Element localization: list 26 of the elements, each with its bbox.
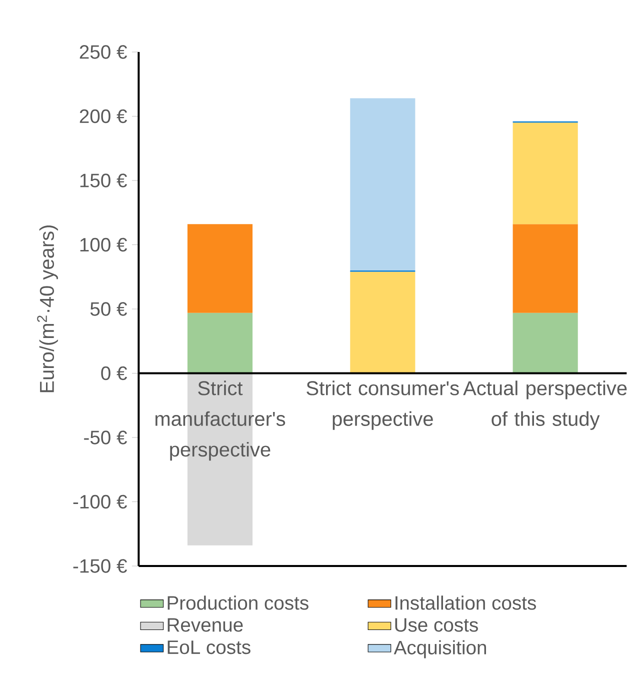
bar xyxy=(187,312,253,374)
y-tick-label: 250 € xyxy=(80,45,127,59)
legend-label: Installation costs xyxy=(396,596,536,610)
y-tick-label: 50 € xyxy=(90,302,127,316)
y-tick-label: 200 € xyxy=(80,109,127,124)
y-axis-title: Euro/(m$^{2}$·40 years) xyxy=(37,225,58,392)
y-tick-label: 100 € xyxy=(80,238,127,252)
y-tick-label: 150 € xyxy=(80,174,127,188)
y-tick-label: -150 € xyxy=(73,559,127,573)
legend-label: EoL costs xyxy=(168,640,250,654)
x-tick-label: Actual perspective of this study xyxy=(463,380,627,430)
y-tick-label: -100 € xyxy=(73,494,127,509)
legend-label: Production costs xyxy=(168,596,308,610)
bar xyxy=(512,224,578,313)
y-tick-label: 0 € xyxy=(101,366,127,380)
legend-label: Acquisition xyxy=(394,640,486,658)
bar xyxy=(512,122,578,224)
bar xyxy=(187,224,253,313)
bar xyxy=(350,272,416,374)
bar xyxy=(350,98,416,270)
legend-label: Revenue xyxy=(168,618,243,632)
y-tick-label: -50 € xyxy=(84,430,127,444)
bar xyxy=(512,312,578,374)
x-tick-label: Strict manufacturer's perspective xyxy=(155,380,286,461)
legend-label: Use costs xyxy=(395,618,478,632)
x-tick-label: Strict consumer's perspective xyxy=(306,380,459,430)
